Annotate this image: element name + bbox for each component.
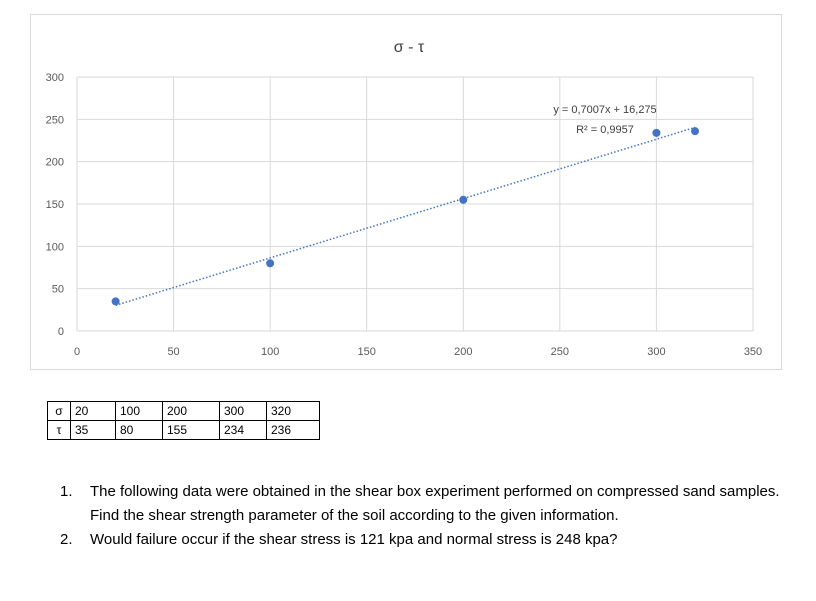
table-cell: 80 <box>115 420 163 440</box>
table-cell: 100 <box>115 401 163 421</box>
trendline-equation: y = 0,7007x + 16,275 <box>553 104 656 116</box>
table-cell: 200 <box>162 401 220 421</box>
y-tick-label: 100 <box>46 241 64 253</box>
table-cell: 234 <box>219 420 267 440</box>
question-number: 2. <box>60 531 73 548</box>
x-tick-label: 50 <box>167 346 179 358</box>
table-row-sigma: σ 20 100 200 300 320 <box>47 401 320 421</box>
data-point <box>459 195 468 204</box>
question-item: 1. The following data were obtained in t… <box>60 480 780 528</box>
x-tick-label: 0 <box>74 346 80 358</box>
table-cell: 35 <box>70 420 116 440</box>
question-list: 1. The following data were obtained in t… <box>60 480 780 552</box>
y-tick-label: 150 <box>46 199 64 211</box>
y-tick-label: 0 <box>58 326 64 338</box>
table-cell: 320 <box>266 401 320 421</box>
data-points <box>111 127 700 306</box>
axis-ticks: 0 50 100 150 200 250 300 0 50 100 150 200 250 300 350 <box>46 72 763 358</box>
trendline-r-squared: R² = 0,9957 <box>576 124 634 136</box>
gridlines <box>76 76 754 332</box>
data-point <box>652 128 661 137</box>
x-tick-label: 200 <box>454 346 472 358</box>
table-cell: 20 <box>70 401 116 421</box>
data-point <box>111 297 120 306</box>
x-tick-label: 350 <box>744 346 762 358</box>
chart-area: 0 50 100 150 200 250 300 0 50 100 150 200 250 300 350 … <box>30 14 782 370</box>
y-tick-label: 200 <box>46 157 64 169</box>
y-tick-label: 50 <box>52 284 64 296</box>
table-row-label: τ <box>47 420 71 440</box>
table-cell: 300 <box>219 401 267 421</box>
question-text: Would failure occur if the shear stress … <box>90 531 618 548</box>
x-tick-label: 300 <box>647 346 665 358</box>
y-tick-label: 250 <box>46 114 64 126</box>
x-tick-label: 250 <box>551 346 569 358</box>
data-table: σ 20 100 200 300 320 τ 35 80 155 234 236 <box>47 401 320 440</box>
trendline <box>115 126 696 307</box>
chart-title: σ - τ <box>394 39 425 56</box>
y-tick-label: 300 <box>46 72 64 84</box>
x-tick-label: 100 <box>261 346 279 358</box>
question-item: 2. Would failure occur if the shear stre… <box>60 528 780 552</box>
table-row-tau: τ 35 80 155 234 236 <box>47 420 320 440</box>
question-number: 1. <box>60 483 73 500</box>
x-tick-label: 150 <box>358 346 376 358</box>
table-cell: 155 <box>162 420 220 440</box>
table-cell: 236 <box>266 420 320 440</box>
question-text: The following data were obtained in the … <box>90 483 780 524</box>
data-point <box>691 127 700 136</box>
data-point <box>266 259 275 268</box>
trendline-group <box>115 126 696 307</box>
table-row-label: σ <box>47 401 71 421</box>
